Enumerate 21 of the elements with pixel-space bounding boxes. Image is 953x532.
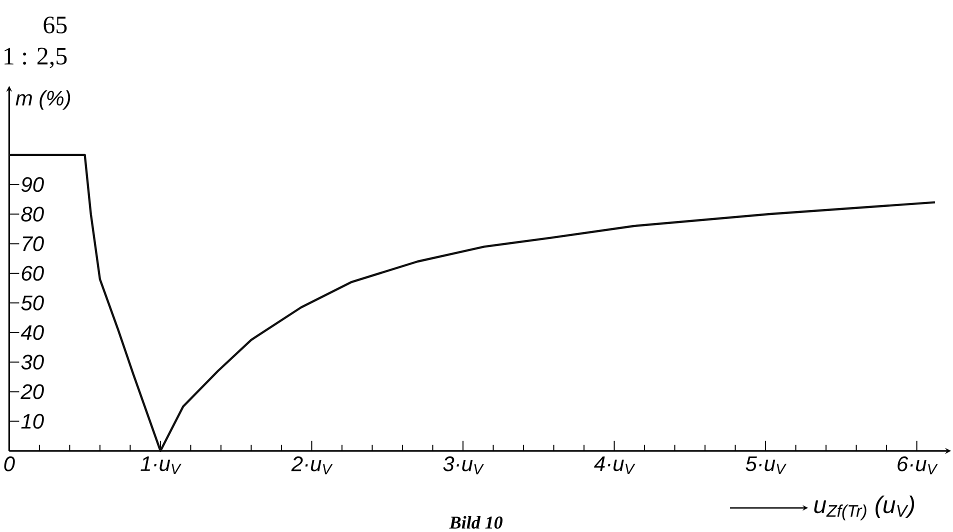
text: Bild 10: [449, 516, 503, 529]
x-tick-label: 6·u$_{V}$: [898, 456, 938, 474]
y-tick-label: 90: [21, 177, 44, 192]
y-tick-label: 20: [20, 384, 44, 400]
x-tick-label: 5·u$_{V}$: [746, 456, 786, 474]
y-tick-label: 40: [20, 325, 44, 340]
x-tick-label: 4·u$_{V}$: [594, 456, 636, 474]
y-tick-label: 50: [21, 296, 44, 310]
x-tick-label: 1·u$_{V}$: [140, 456, 182, 474]
x-tick-label: 0: [4, 456, 15, 472]
x-tick-label: 2·u$_{V}$: [291, 456, 333, 474]
y-tick-label: 60: [22, 266, 44, 281]
y-tick-label: 70: [22, 236, 44, 252]
x-tick-label: 3·u$_{V}$: [443, 456, 484, 474]
text: 65: [44, 16, 67, 34]
y-tick-label: 10: [21, 414, 44, 429]
y-tick-label: 30: [21, 354, 44, 370]
y-axis-title: m (%): [16, 90, 70, 110]
text: 1 : 2,5: [4, 48, 67, 68]
y-tick-label: 80: [21, 206, 44, 222]
x-axis-title: u$_{Zf(Tr)}$ (u$_{V}$): [814, 496, 914, 520]
